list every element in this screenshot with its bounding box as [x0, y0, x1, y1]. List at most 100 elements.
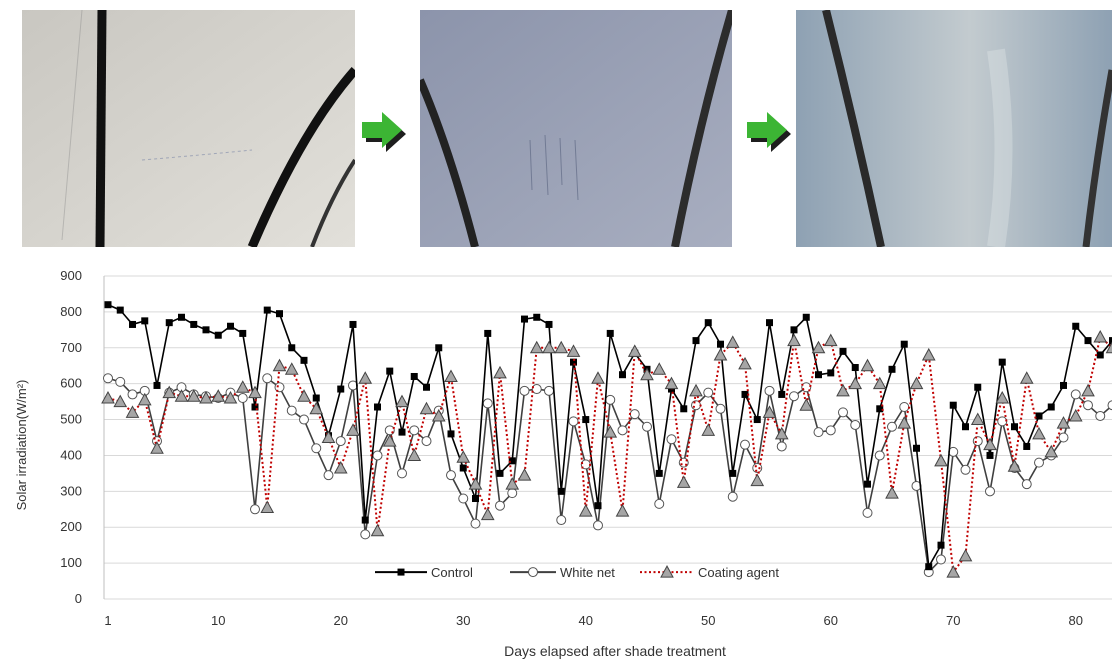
data-point [529, 340, 544, 354]
data-point [740, 439, 750, 450]
data-point [815, 371, 822, 379]
data-point [1035, 412, 1043, 420]
data-point [629, 409, 640, 420]
data-point [495, 500, 505, 511]
data-point [223, 390, 238, 404]
data-point [787, 333, 801, 347]
data-point [1007, 459, 1022, 472]
data-point [727, 491, 738, 502]
data-point [885, 486, 899, 499]
data-point [1047, 403, 1055, 411]
data-point [286, 405, 297, 416]
data-point [472, 495, 479, 503]
data-point [239, 329, 247, 337]
y-tick-label: 200 [60, 519, 82, 534]
data-point [605, 394, 616, 405]
data-point [1070, 389, 1081, 400]
data-point [972, 436, 983, 447]
greenhouse-roof-photo-3 [796, 10, 1112, 247]
data-point [288, 344, 296, 352]
data-point [836, 383, 850, 397]
data-point [825, 425, 836, 436]
data-point [333, 460, 348, 474]
data-point [827, 369, 835, 377]
series-coating-agent [101, 329, 1112, 578]
x-tick-label: 30 [456, 613, 470, 628]
data-point [370, 523, 385, 537]
data-point [482, 398, 493, 409]
data-point [165, 319, 173, 327]
data-point [162, 385, 177, 399]
data-point [311, 443, 322, 454]
series-line [107, 335, 1112, 575]
y-tick-label: 0 [75, 591, 82, 606]
data-point [872, 376, 887, 390]
data-point [762, 405, 777, 418]
data-point [484, 329, 492, 337]
data-point [237, 393, 248, 404]
x-axis-label: Days elapsed after shade treatment [504, 643, 726, 659]
data-point [409, 425, 420, 436]
data-point [153, 381, 161, 389]
data-point [519, 385, 530, 396]
data-point [274, 382, 285, 393]
data-point [985, 486, 995, 497]
data-point [508, 457, 516, 465]
data-point [496, 469, 504, 477]
y-tick-label: 800 [60, 304, 82, 319]
data-point [309, 401, 324, 415]
data-point [358, 371, 373, 384]
data-point [1107, 400, 1112, 411]
data-point [533, 313, 541, 321]
data-point [542, 340, 556, 354]
data-point [1109, 337, 1112, 345]
data-point [946, 565, 961, 578]
legend-item: White net [510, 565, 615, 580]
data-point [738, 356, 752, 370]
data-point [899, 401, 910, 412]
data-point [776, 441, 787, 452]
x-tick-label: 70 [946, 613, 960, 628]
data-point [1105, 341, 1112, 354]
data-point [974, 383, 982, 391]
data-point [410, 372, 418, 380]
data-point [680, 405, 688, 413]
data-point [701, 423, 716, 436]
data-point [578, 504, 593, 517]
data-point [556, 515, 567, 526]
data-point [211, 389, 226, 402]
data-point [116, 306, 124, 314]
data-point [566, 344, 581, 357]
data-point [1044, 444, 1059, 458]
data-point [227, 322, 234, 330]
data-point [983, 437, 997, 451]
data-point [789, 391, 799, 402]
data-point [838, 407, 848, 418]
data-point [986, 451, 994, 459]
legend-label: Control [431, 565, 473, 580]
data-point [1084, 337, 1092, 345]
data-point [591, 371, 605, 384]
data-point [557, 487, 565, 495]
data-point [531, 384, 542, 395]
data-point [619, 371, 626, 379]
x-tick-label: 80 [1069, 613, 1083, 628]
data-point [725, 335, 740, 348]
x-tick-label: 50 [701, 613, 715, 628]
data-point [864, 480, 871, 488]
legend-label: White net [560, 565, 615, 580]
data-point [360, 529, 371, 540]
series-control [104, 301, 1112, 571]
data-point [397, 468, 407, 479]
x-tick-label: 40 [579, 613, 593, 628]
x-tick-label: 60 [824, 613, 838, 628]
data-point [1081, 383, 1095, 397]
data-point [704, 319, 712, 327]
data-point [459, 464, 467, 472]
y-tick-label: 600 [60, 376, 82, 391]
data-point [446, 470, 456, 481]
data-point [346, 423, 360, 436]
data-point [199, 390, 213, 404]
data-point [458, 493, 469, 504]
data-point [642, 421, 652, 432]
